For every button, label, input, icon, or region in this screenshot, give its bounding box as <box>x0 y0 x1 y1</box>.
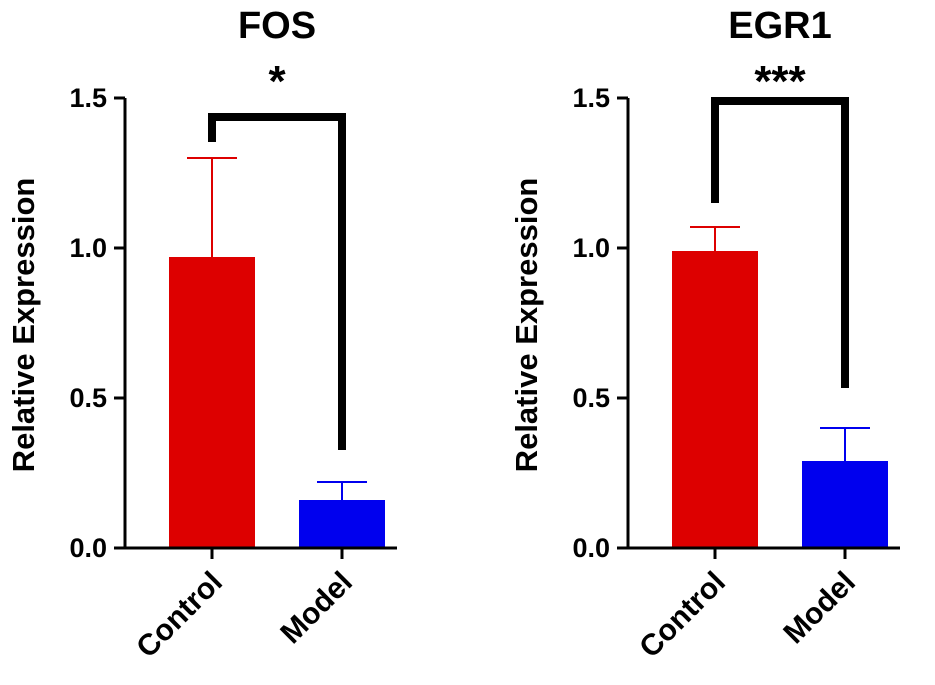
chart-fos: FOS Relative Expression 0.0 0.5 1.0 1.5 Contro… <box>6 5 397 664</box>
significance-label: * <box>268 57 286 106</box>
y-tick-label: 1.5 <box>572 83 610 113</box>
chart-egr1: EGR1 Relative Expression 0.0 0.5 1.0 1.5 Contr… <box>509 5 900 664</box>
y-tick-label: 1.0 <box>69 233 107 263</box>
y-axis-label: Relative Expression <box>6 178 41 473</box>
y-tick-label: 0.0 <box>69 533 107 563</box>
x-tick-label-control: Control <box>130 566 229 665</box>
chart-title: EGR1 <box>728 5 831 47</box>
bar-control <box>672 251 758 548</box>
y-axis-label: Relative Expression <box>509 178 544 473</box>
bar-control <box>169 257 255 548</box>
significance-bracket <box>208 113 346 450</box>
y-tick-label: 1.0 <box>572 233 610 263</box>
x-tick-label-control: Control <box>633 566 732 665</box>
y-tick-label: 1.5 <box>69 83 107 113</box>
y-tick-label: 0.5 <box>572 383 610 413</box>
x-tick-label-model: Model <box>274 566 359 651</box>
y-tick-label: 0.5 <box>69 383 107 413</box>
y-tick-label: 0.0 <box>572 533 610 563</box>
x-tick-label-model: Model <box>777 566 862 651</box>
significance-label: *** <box>754 57 806 106</box>
significance-bracket <box>711 97 849 388</box>
bar-model <box>299 500 385 548</box>
chart-title: FOS <box>238 5 316 47</box>
bar-model <box>802 461 888 548</box>
